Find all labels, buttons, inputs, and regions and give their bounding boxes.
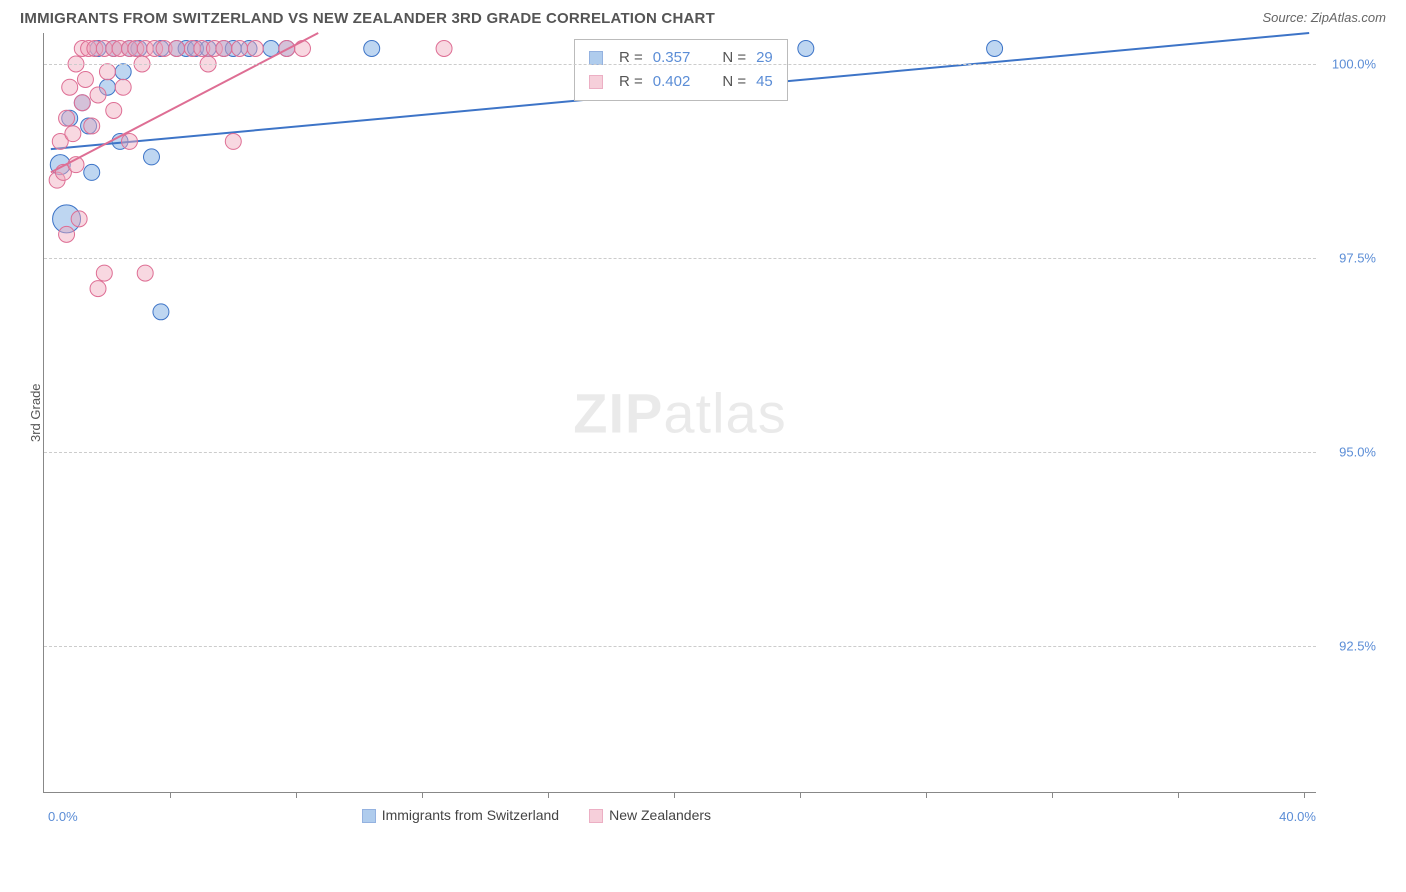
header-row: IMMIGRANTS FROM SWITZERLAND VS NEW ZEALA…	[20, 10, 1386, 27]
data-point-nz	[99, 64, 115, 80]
x-tick	[674, 792, 675, 798]
stats-n-value: 45	[756, 70, 773, 94]
stats-swatch-swiss	[589, 51, 603, 65]
stats-row-nz: R = 0.402 N = 45	[589, 70, 773, 94]
y-tick-label: 92.5%	[1321, 638, 1376, 653]
stats-r-label: R =	[619, 46, 643, 70]
right-gutter	[1316, 33, 1386, 793]
data-point-nz	[436, 41, 452, 57]
data-point-nz	[96, 265, 112, 281]
chart-container: 3rd Grade ZIPatlas R = 0.357N = 29R = 0.…	[20, 33, 1386, 793]
data-point-nz	[59, 226, 75, 242]
data-point-nz	[90, 281, 106, 297]
legend-label-swiss: Immigrants from Switzerland	[382, 807, 559, 823]
y-tick-label: 97.5%	[1321, 250, 1376, 265]
legend-item-swiss: Immigrants from Switzerland	[362, 807, 559, 825]
data-point-nz	[121, 133, 137, 149]
source-name: ZipAtlas.com	[1311, 10, 1386, 25]
legend-swatch-nz	[589, 809, 603, 823]
data-point-nz	[71, 211, 87, 227]
plot-area: ZIPatlas R = 0.357N = 29R = 0.402N = 45 …	[43, 33, 1316, 793]
y-tick-label: 95.0%	[1321, 444, 1376, 459]
chart-title: IMMIGRANTS FROM SWITZERLAND VS NEW ZEALA…	[20, 10, 715, 27]
x-tick	[548, 792, 549, 798]
stats-n-value: 29	[756, 46, 773, 70]
data-point-nz	[247, 41, 263, 57]
data-point-swiss	[84, 164, 100, 180]
stats-r-value: 0.402	[653, 70, 691, 94]
x-tick	[170, 792, 171, 798]
data-point-nz	[65, 126, 81, 142]
data-point-swiss	[364, 41, 380, 57]
stats-row-swiss: R = 0.357 N = 29	[589, 46, 773, 70]
data-point-nz	[62, 79, 78, 95]
data-point-nz	[90, 87, 106, 103]
x-tick	[800, 792, 801, 798]
data-point-nz	[84, 118, 100, 134]
y-axis-label: 3rd Grade	[20, 33, 43, 793]
x-axis-min-label: 0.0%	[48, 809, 78, 824]
data-point-nz	[216, 41, 232, 57]
x-tick	[1052, 792, 1053, 798]
source-attribution: Source: ZipAtlas.com	[1262, 10, 1386, 25]
x-tick	[296, 792, 297, 798]
stats-n-label: N =	[722, 70, 746, 94]
data-point-nz	[225, 133, 241, 149]
bottom-legend: Immigrants from Switzerland New Zealander…	[362, 807, 711, 825]
data-point-swiss	[987, 41, 1003, 57]
data-point-swiss	[798, 41, 814, 57]
data-point-nz	[169, 41, 185, 57]
x-tick	[422, 792, 423, 798]
gridline	[44, 646, 1316, 647]
data-point-nz	[295, 41, 311, 57]
data-point-nz	[106, 102, 122, 118]
legend-label-nz: New Zealanders	[609, 807, 711, 823]
data-point-swiss	[115, 64, 131, 80]
stats-r-value: 0.357	[653, 46, 691, 70]
gridline	[44, 258, 1316, 259]
data-point-swiss	[144, 149, 160, 165]
x-axis-max-label: 40.0%	[1279, 809, 1316, 824]
legend-swatch-swiss	[362, 809, 376, 823]
gridline	[44, 452, 1316, 453]
x-tick	[1304, 792, 1305, 798]
x-axis-row: 0.0% Immigrants from Switzerland New Zeal…	[20, 807, 1386, 825]
legend-item-nz: New Zealanders	[589, 807, 711, 825]
stats-swatch-nz	[589, 75, 603, 89]
stats-n-label: N =	[722, 46, 746, 70]
gridline	[44, 64, 1316, 65]
y-tick-label: 100.0%	[1321, 57, 1376, 72]
data-point-nz	[77, 71, 93, 87]
data-point-swiss	[153, 304, 169, 320]
data-point-nz	[137, 265, 153, 281]
data-point-nz	[74, 95, 90, 111]
plot-svg	[44, 33, 1316, 792]
source-prefix: Source:	[1262, 10, 1310, 25]
data-point-nz	[232, 41, 248, 57]
x-tick	[926, 792, 927, 798]
data-point-nz	[115, 79, 131, 95]
stats-legend-box: R = 0.357 N = 29 R = 0.402 N = 45	[574, 39, 788, 101]
x-tick	[1178, 792, 1179, 798]
stats-r-label: R =	[619, 70, 643, 94]
data-point-nz	[59, 110, 75, 126]
